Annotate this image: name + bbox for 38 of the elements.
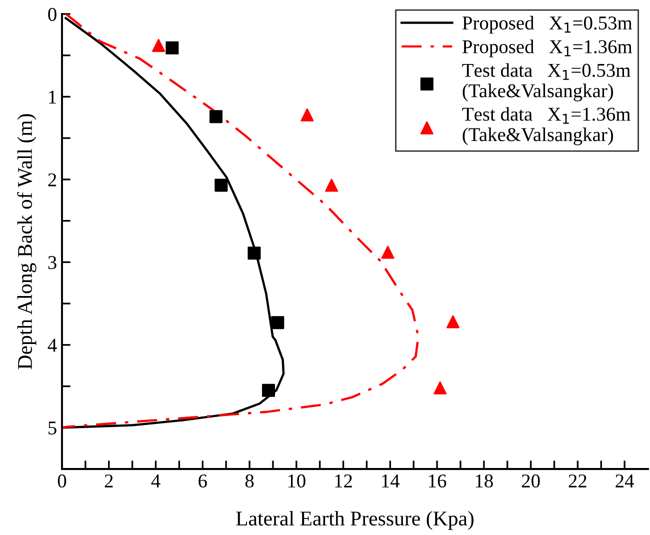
x-tick-label: 12 <box>335 474 352 488</box>
point <box>434 381 447 394</box>
x-tick-label: 4 <box>151 474 160 488</box>
point <box>446 315 460 328</box>
point <box>248 246 261 260</box>
y-tick-label: 0 <box>48 8 56 21</box>
x-tick-label: 10 <box>288 474 306 488</box>
x-tick-label: 18 <box>476 474 493 488</box>
point <box>214 178 228 192</box>
x-tick-label: 16 <box>429 474 446 488</box>
y-tick-label: 4 <box>48 338 57 352</box>
x-tick-label: 0 <box>58 474 66 488</box>
y-axis-title: Depth Along Back of Wall (m) <box>17 114 36 370</box>
point <box>271 316 284 330</box>
y-tick-label: 3 <box>48 256 56 270</box>
line-series <box>62 14 420 429</box>
x-tick-label: 2 <box>104 474 113 488</box>
point <box>381 246 394 259</box>
y-tick-label: 2 <box>48 173 56 186</box>
point <box>152 38 166 52</box>
x-tick-label: 22 <box>568 474 586 488</box>
y-tick-label: 5 <box>48 422 56 435</box>
x-tick-label: 6 <box>198 474 207 488</box>
point <box>262 384 276 397</box>
legend-label: Test data X$_{1}$=0.53m (Take&Valsangkar) <box>462 63 630 102</box>
legend-label: Proposed X$_{1}$=0.53m <box>462 16 632 34</box>
x-axis-title: Lateral Earth Pressure (Kpa) <box>236 510 474 530</box>
x-tick-label: 14 <box>382 474 400 488</box>
point <box>209 110 223 124</box>
point <box>300 108 314 122</box>
y-tick-label: 1 <box>49 90 56 104</box>
x-tick-label: 24 <box>616 474 634 488</box>
point <box>166 41 179 54</box>
point <box>325 178 338 192</box>
x-tick-label: 20 <box>522 474 540 488</box>
legend-label: Test data X$_{1}$=1.36m (Take&Valsangkar) <box>462 107 630 146</box>
legend-label: Proposed X$_{1}$=1.36m <box>462 40 632 58</box>
x-tick-label: 8 <box>245 474 254 488</box>
